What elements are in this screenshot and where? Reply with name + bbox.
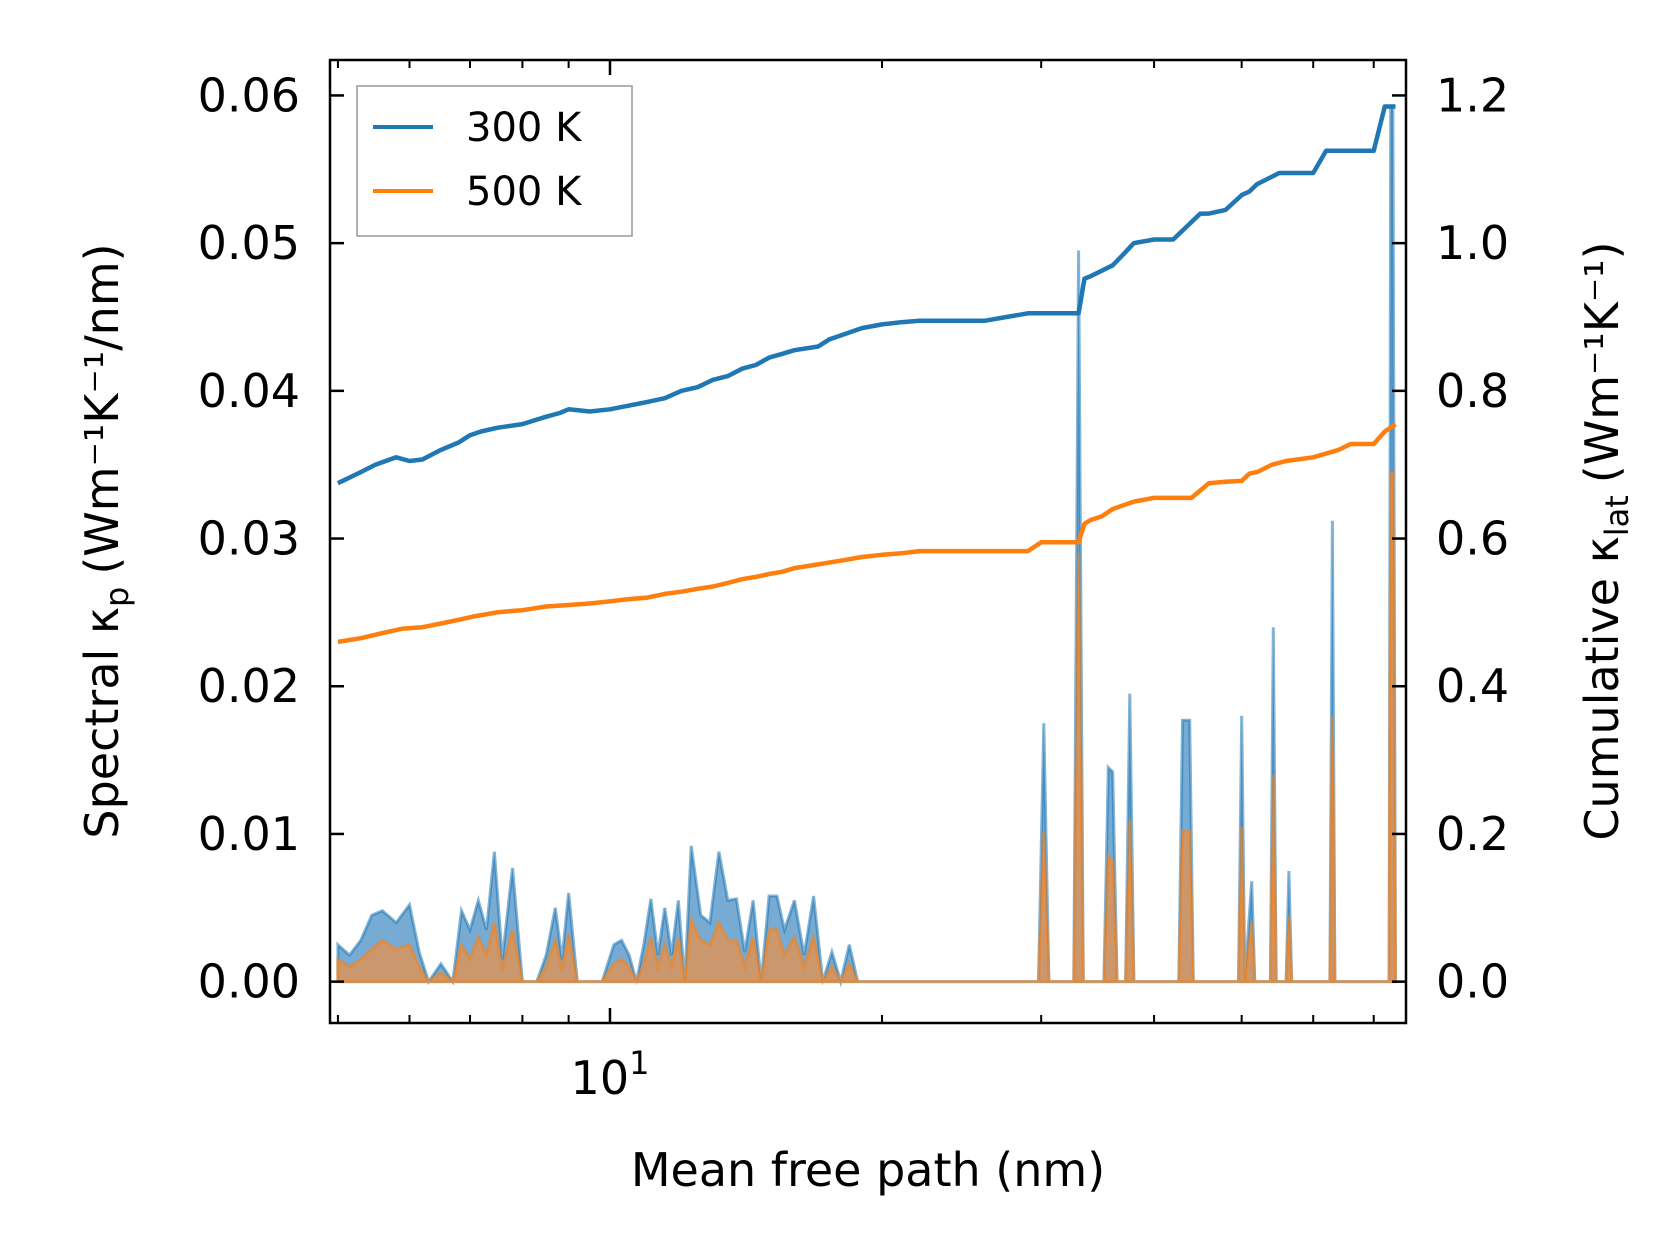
spectral-fill-500k xyxy=(336,470,1398,986)
legend-label-500k: 500 K xyxy=(466,169,583,215)
y-tick-label-left: 0.01 xyxy=(198,807,300,861)
y-tick-label-right: 0.4 xyxy=(1436,659,1509,713)
axis-ticks xyxy=(330,60,1406,1023)
x-axis-label: Mean free path (nm) xyxy=(631,1143,1105,1197)
y-tick-label-left: 0.00 xyxy=(198,955,300,1009)
y-tick-label-left: 0.05 xyxy=(198,216,300,270)
spectral-fill-300k xyxy=(336,105,1398,988)
spectral-fills xyxy=(336,105,1398,988)
legend-label-300k: 300 K xyxy=(466,105,583,151)
y-tick-label-right: 1.2 xyxy=(1436,68,1509,122)
plot-frame xyxy=(328,58,1408,1025)
y-tick-label-left: 0.06 xyxy=(198,68,300,122)
cumulative-line-500k xyxy=(337,422,1397,645)
y-tick-label-right: 0.8 xyxy=(1436,364,1509,418)
y-tick-label-left: 0.04 xyxy=(198,364,300,418)
legend-box xyxy=(356,85,633,237)
x-tick-label-10: 101 xyxy=(571,1044,650,1105)
plot-area xyxy=(336,104,1398,988)
y-axis-label-left: Spectral κp(Wm⁻¹K⁻¹/nm) xyxy=(75,243,136,838)
y-tick-label-right: 0.6 xyxy=(1436,512,1509,566)
y-tick-label-right: 0.2 xyxy=(1436,807,1509,861)
y-tick-label-left: 0.03 xyxy=(198,512,300,566)
legend: 300 K 500 K xyxy=(356,85,633,237)
cumulative-line-300k xyxy=(336,104,1396,486)
y-axis-label-right: Cumulative κlat(Wm⁻¹K⁻¹) xyxy=(1575,241,1636,840)
cumulative-lines xyxy=(336,104,1397,645)
y-tick-label-right: 1.0 xyxy=(1436,216,1509,270)
y-tick-label-left: 0.02 xyxy=(198,659,300,713)
y-tick-label-right: 0.0 xyxy=(1436,955,1509,1009)
